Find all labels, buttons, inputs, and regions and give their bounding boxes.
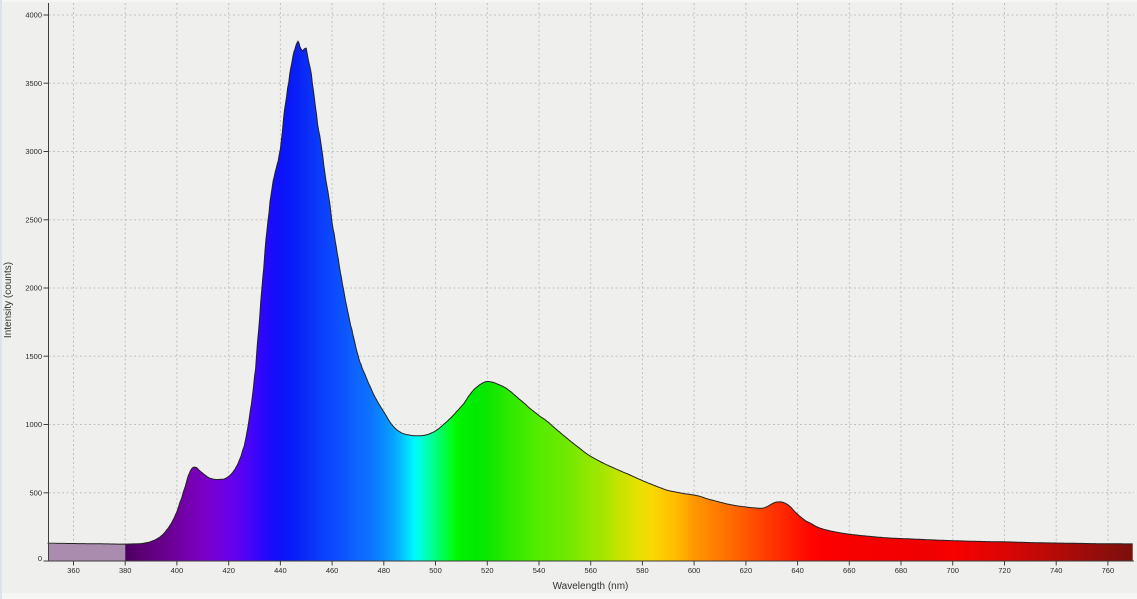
svg-text:440: 440 bbox=[274, 566, 287, 575]
svg-text:480: 480 bbox=[378, 566, 391, 575]
svg-text:Wavelength (nm): Wavelength (nm) bbox=[553, 581, 629, 592]
svg-text:3000: 3000 bbox=[25, 147, 42, 156]
svg-text:540: 540 bbox=[533, 566, 546, 575]
svg-text:560: 560 bbox=[584, 566, 597, 575]
svg-text:360: 360 bbox=[67, 566, 80, 575]
svg-text:640: 640 bbox=[791, 566, 804, 575]
svg-text:620: 620 bbox=[740, 566, 753, 575]
svg-text:400: 400 bbox=[171, 566, 184, 575]
svg-text:580: 580 bbox=[636, 566, 649, 575]
svg-text:720: 720 bbox=[998, 566, 1011, 575]
svg-text:420: 420 bbox=[222, 566, 235, 575]
svg-text:740: 740 bbox=[1050, 566, 1063, 575]
svg-text:2500: 2500 bbox=[25, 215, 42, 224]
svg-text:680: 680 bbox=[895, 566, 908, 575]
svg-text:1000: 1000 bbox=[25, 420, 42, 429]
svg-text:3500: 3500 bbox=[25, 79, 42, 88]
svg-text:660: 660 bbox=[843, 566, 856, 575]
svg-text:460: 460 bbox=[326, 566, 339, 575]
svg-text:0: 0 bbox=[38, 554, 42, 563]
svg-text:Intensity (counts): Intensity (counts) bbox=[3, 262, 14, 338]
svg-text:760: 760 bbox=[1102, 566, 1115, 575]
svg-text:600: 600 bbox=[688, 566, 701, 575]
svg-text:2000: 2000 bbox=[25, 284, 42, 293]
svg-text:700: 700 bbox=[946, 566, 959, 575]
svg-text:4000: 4000 bbox=[25, 11, 42, 20]
svg-text:380: 380 bbox=[119, 566, 132, 575]
svg-text:500: 500 bbox=[429, 566, 442, 575]
svg-text:520: 520 bbox=[481, 566, 494, 575]
svg-text:500: 500 bbox=[29, 488, 42, 497]
svg-text:1500: 1500 bbox=[25, 352, 42, 361]
